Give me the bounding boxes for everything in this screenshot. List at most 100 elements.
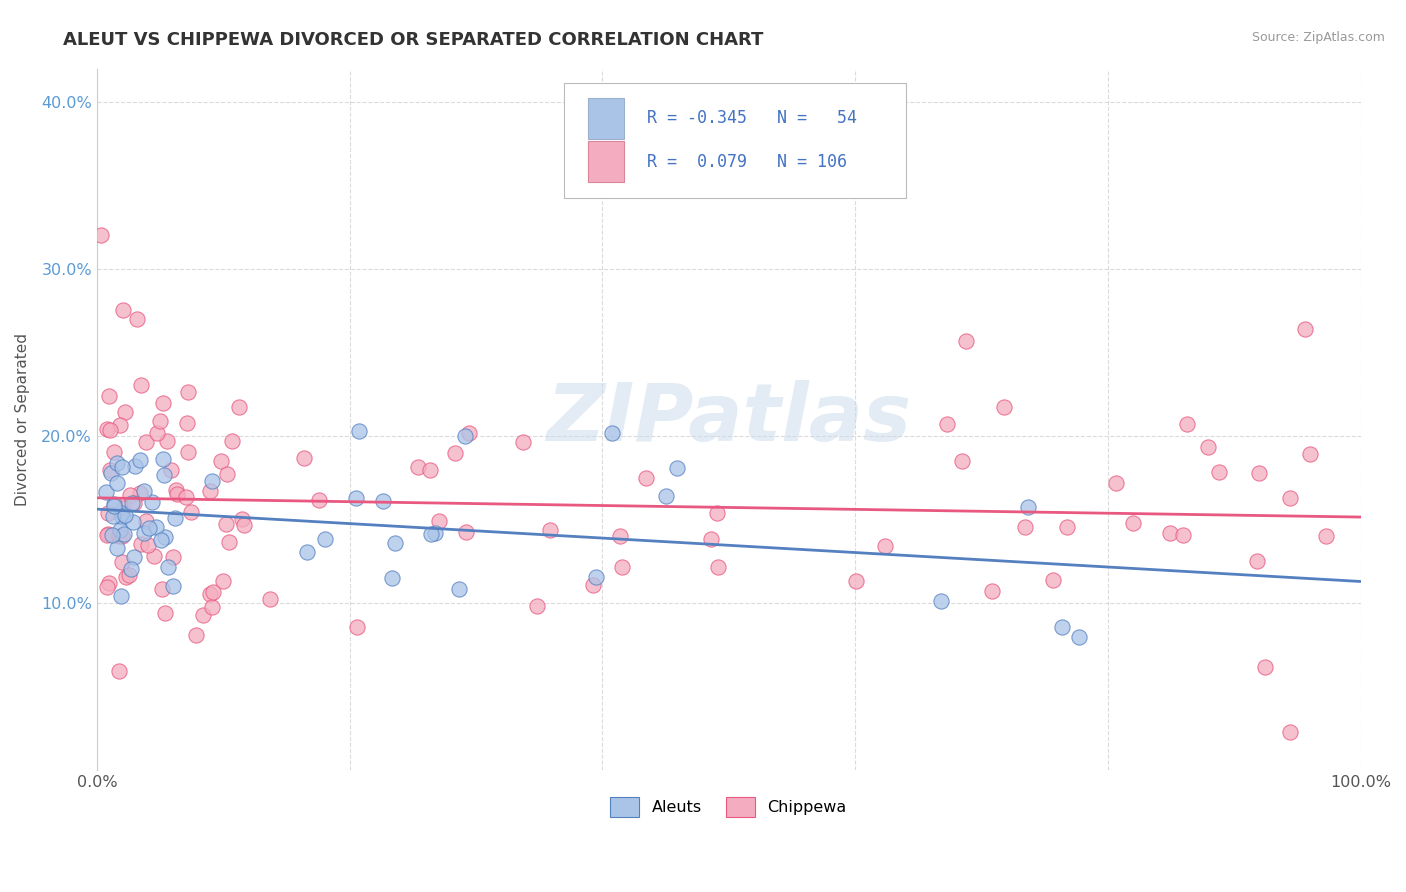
Point xyxy=(177,444,200,458)
Point xyxy=(98,423,121,437)
Point xyxy=(121,496,143,510)
Point xyxy=(152,452,174,467)
Point xyxy=(198,587,221,601)
Point xyxy=(1315,529,1337,543)
Point xyxy=(526,599,548,613)
Point xyxy=(174,490,197,504)
Point xyxy=(101,528,124,542)
Point xyxy=(135,514,157,528)
Point xyxy=(162,549,184,564)
Point xyxy=(129,452,152,467)
Point xyxy=(96,580,118,594)
Point xyxy=(153,607,176,621)
Point xyxy=(143,549,166,564)
Y-axis label: Divorced or Separated: Divorced or Separated xyxy=(15,333,30,506)
Point xyxy=(950,454,973,468)
Point xyxy=(176,417,198,431)
Point xyxy=(98,388,121,402)
Point xyxy=(1042,573,1064,587)
Point xyxy=(191,608,214,623)
Point xyxy=(90,228,112,243)
Point xyxy=(344,491,367,505)
Point xyxy=(111,459,134,474)
Text: R = -0.345   N =   54: R = -0.345 N = 54 xyxy=(647,110,856,128)
Point xyxy=(221,434,243,449)
Point xyxy=(149,414,172,428)
Point xyxy=(699,532,721,546)
Point xyxy=(201,474,224,488)
Point xyxy=(112,303,135,318)
Point xyxy=(129,377,152,392)
Point xyxy=(125,312,148,326)
Point xyxy=(105,475,128,490)
Point xyxy=(211,574,233,588)
Point xyxy=(111,555,134,569)
Point xyxy=(98,576,121,591)
Point xyxy=(152,396,174,410)
Point xyxy=(1197,440,1219,454)
Point xyxy=(202,585,225,599)
FancyBboxPatch shape xyxy=(588,142,624,182)
Point xyxy=(177,384,200,399)
Point xyxy=(111,528,134,542)
Point xyxy=(122,550,145,565)
Point xyxy=(384,536,406,550)
Point xyxy=(1295,321,1317,335)
Point xyxy=(103,499,125,513)
Point xyxy=(128,486,150,500)
Point xyxy=(138,521,160,535)
Point xyxy=(132,483,155,498)
Point xyxy=(875,539,897,553)
Point xyxy=(122,496,145,510)
Point xyxy=(419,463,441,477)
Point xyxy=(1017,500,1039,514)
Point xyxy=(425,526,447,541)
Point xyxy=(94,484,117,499)
Point xyxy=(98,463,121,477)
Point xyxy=(665,461,688,475)
Point xyxy=(103,445,125,459)
Point xyxy=(156,434,179,448)
Point xyxy=(1014,520,1036,534)
FancyBboxPatch shape xyxy=(564,83,905,198)
Point xyxy=(112,500,135,515)
Point xyxy=(209,453,232,467)
Point xyxy=(231,512,253,526)
Point xyxy=(135,434,157,449)
Point xyxy=(218,535,240,549)
Point xyxy=(1056,520,1078,534)
Point xyxy=(232,518,254,533)
Point xyxy=(427,514,450,528)
Point xyxy=(1173,528,1195,542)
Point xyxy=(108,417,131,432)
Point xyxy=(1299,446,1322,460)
Point xyxy=(163,511,186,525)
Point xyxy=(201,599,224,614)
Point xyxy=(122,515,145,529)
Point xyxy=(308,492,330,507)
Point xyxy=(186,628,208,642)
Point xyxy=(707,560,730,574)
Point xyxy=(1247,466,1270,480)
Legend: Aleuts, Chippewa: Aleuts, Chippewa xyxy=(603,789,855,825)
Point xyxy=(111,507,134,521)
Point xyxy=(655,489,678,503)
Point xyxy=(443,446,465,460)
Point xyxy=(136,538,159,552)
Point xyxy=(120,562,142,576)
Point xyxy=(114,527,136,541)
Point xyxy=(1050,620,1073,634)
Point xyxy=(215,516,238,531)
Point xyxy=(610,560,633,574)
Point xyxy=(118,567,141,582)
Point xyxy=(100,466,122,480)
Point xyxy=(110,590,132,604)
Point xyxy=(1159,526,1181,541)
Point xyxy=(585,570,607,584)
Point xyxy=(582,577,605,591)
Point xyxy=(512,434,534,449)
Point xyxy=(406,459,429,474)
Text: ZIPatlas: ZIPatlas xyxy=(546,380,911,458)
Point xyxy=(454,525,477,540)
Point xyxy=(150,533,173,547)
